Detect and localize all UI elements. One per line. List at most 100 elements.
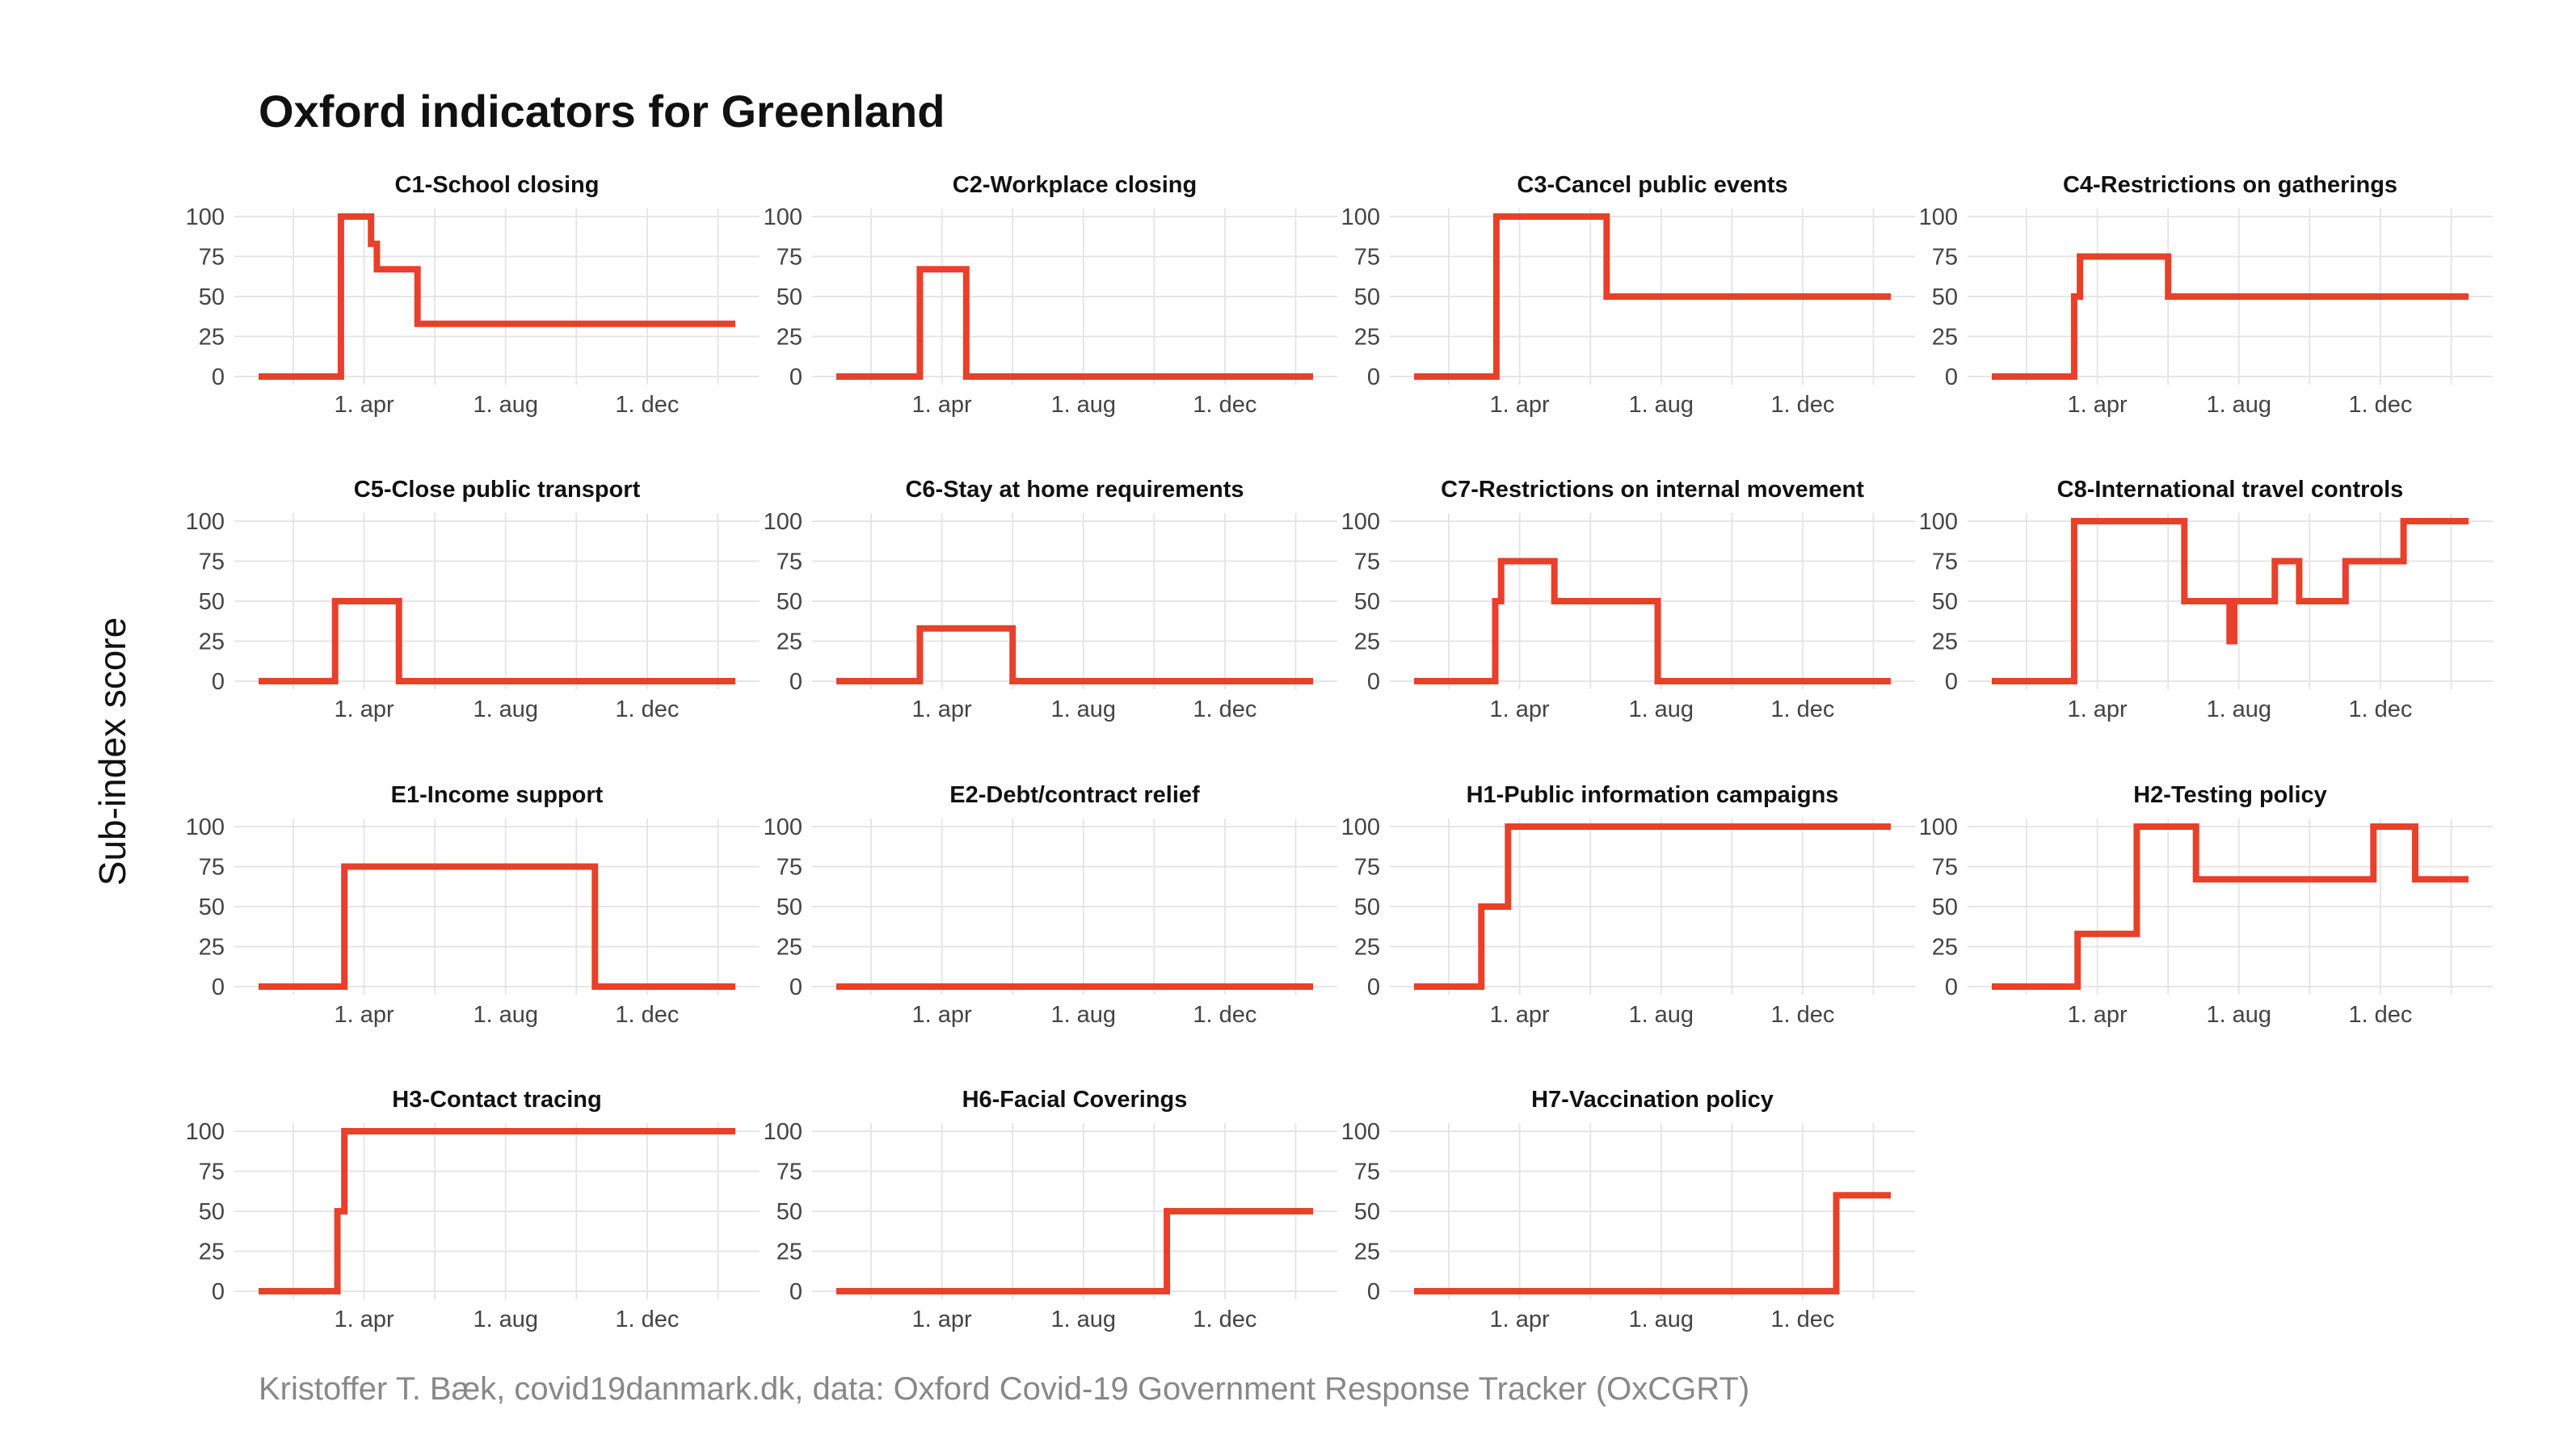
y-tick-label: 100 xyxy=(764,1119,802,1145)
panel-title: C3-Cancel public events xyxy=(1517,172,1787,198)
x-tick-label: 1. aug xyxy=(1628,1002,1694,1028)
x-tick-label: 1. dec xyxy=(1770,1002,1834,1028)
x-tick-label: 1. aug xyxy=(473,1002,538,1028)
panel: 0 25 50 75 100 1. apr 1. aug 1. dec H2-Testing p… xyxy=(1919,782,2493,1028)
panel-title: C4-Restrictions on gatherings xyxy=(2063,172,2397,198)
x-tick-label: 1. aug xyxy=(1628,1307,1694,1332)
y-tick-label: 25 xyxy=(1354,1239,1380,1265)
x-tick-label: 1. apr xyxy=(335,1002,394,1028)
x-tick-label: 1. aug xyxy=(1628,392,1694,418)
y-tick-label: 0 xyxy=(212,669,225,695)
y-tick-label: 25 xyxy=(199,935,225,961)
y-tick-label: 50 xyxy=(1354,1199,1380,1225)
panel-title: H6-Facial Coverings xyxy=(962,1087,1188,1113)
x-tick-label: 1. dec xyxy=(615,392,679,418)
x-tick-label: 1. aug xyxy=(1050,697,1116,722)
panel-title: C5-Close public transport xyxy=(354,477,641,503)
series-line xyxy=(836,1208,1313,1294)
y-tick-label: 25 xyxy=(777,325,802,351)
panel: 0 25 50 75 100 1. apr 1. aug 1. dec H7-Vaccinati… xyxy=(1341,1087,1915,1332)
panel-title: C8-International travel controls xyxy=(2057,477,2404,503)
panel-title: C7-Restrictions on internal movement xyxy=(1441,477,1864,503)
y-tick-label: 0 xyxy=(1367,364,1380,390)
x-tick-label: 1. aug xyxy=(1050,1307,1116,1332)
y-tick-label: 50 xyxy=(199,1199,225,1225)
panel-title: C2-Workplace closing xyxy=(953,172,1197,198)
series-line xyxy=(259,213,735,380)
x-tick-label: 1. aug xyxy=(1050,392,1116,418)
series-line xyxy=(836,266,1313,380)
panel: 0 25 50 75 100 1. apr 1. aug 1. dec C4-Restricti… xyxy=(1919,172,2493,418)
x-tick-label: 1. dec xyxy=(615,697,679,722)
series-line xyxy=(1414,213,1891,380)
series-line xyxy=(259,863,735,990)
series-line xyxy=(259,1128,735,1294)
x-tick-label: 1. dec xyxy=(1770,1307,1834,1332)
y-tick-label: 50 xyxy=(1354,894,1380,920)
x-tick-label: 1. apr xyxy=(1490,697,1550,722)
x-tick-label: 1. aug xyxy=(473,697,538,722)
x-tick-label: 1. apr xyxy=(1490,392,1550,418)
y-tick-label: 75 xyxy=(199,245,225,271)
x-tick-label: 1. apr xyxy=(1490,1307,1550,1332)
y-tick-label: 100 xyxy=(186,814,225,840)
x-tick-label: 1. aug xyxy=(473,392,538,418)
x-tick-label: 1. dec xyxy=(615,1002,679,1028)
x-tick-label: 1. dec xyxy=(1770,392,1834,418)
series-line xyxy=(1992,823,2469,990)
y-tick-label: 75 xyxy=(777,245,802,271)
panel-title: E1-Income support xyxy=(391,782,604,808)
y-tick-label: 100 xyxy=(1341,509,1380,535)
x-tick-label: 1. apr xyxy=(912,697,972,722)
y-tick-label: 25 xyxy=(199,1239,225,1265)
x-tick-label: 1. apr xyxy=(2068,697,2128,722)
x-tick-label: 1. aug xyxy=(1050,1002,1116,1028)
x-tick-label: 1. apr xyxy=(335,392,394,418)
x-tick-label: 1. dec xyxy=(615,1307,679,1332)
y-tick-label: 100 xyxy=(764,204,802,230)
y-tick-label: 0 xyxy=(212,974,225,1000)
panel-title: C6-Stay at home requirements xyxy=(905,477,1244,503)
y-tick-label: 50 xyxy=(199,284,225,310)
x-tick-label: 1. aug xyxy=(473,1307,538,1332)
panel: 0 25 50 75 100 1. apr 1. aug 1. dec H1-Public in… xyxy=(1341,782,1915,1028)
chart-title: Oxford indicators for Greenland xyxy=(259,86,945,137)
y-tick-label: 75 xyxy=(199,549,225,575)
x-tick-label: 1. aug xyxy=(2206,1002,2271,1028)
x-tick-label: 1. dec xyxy=(1193,1002,1256,1028)
y-tick-label: 50 xyxy=(777,589,802,615)
x-tick-label: 1. aug xyxy=(1628,697,1694,722)
y-tick-label: 100 xyxy=(1919,509,1958,535)
y-tick-label: 0 xyxy=(1367,669,1380,695)
series-line xyxy=(836,625,1313,684)
y-tick-label: 50 xyxy=(199,589,225,615)
x-tick-label: 1. apr xyxy=(1490,1002,1550,1028)
panel: 0 25 50 75 100 1. apr 1. aug 1. dec E1-Income su… xyxy=(186,782,760,1028)
y-tick-label: 50 xyxy=(777,1199,802,1225)
y-tick-label: 0 xyxy=(789,1279,802,1305)
x-tick-label: 1. aug xyxy=(2206,697,2271,722)
y-tick-label: 50 xyxy=(1932,589,1958,615)
caption: Kristoffer T. Bæk, covid19danmark.dk, da… xyxy=(259,1371,1749,1407)
y-tick-label: 75 xyxy=(1354,855,1380,881)
facet-panels: 0 25 50 75 100 1. apr 1. aug 1. dec C1-School cl… xyxy=(186,172,2493,1332)
y-tick-label: 100 xyxy=(1919,204,1958,230)
x-tick-label: 1. apr xyxy=(912,1002,972,1028)
panel: 0 25 50 75 100 1. apr 1. aug 1. dec C6-Stay at h… xyxy=(764,477,1337,722)
x-tick-label: 1. apr xyxy=(335,1307,394,1332)
y-tick-label: 0 xyxy=(1945,974,1958,1000)
panel-title: H3-Contact tracing xyxy=(392,1087,601,1113)
y-axis-label: Sub-index score xyxy=(91,617,133,886)
y-tick-label: 0 xyxy=(212,364,225,390)
y-tick-label: 25 xyxy=(1354,325,1380,351)
panel: 0 25 50 75 100 1. apr 1. aug 1. dec E2-Debt/cont… xyxy=(764,782,1337,1028)
panel: 0 25 50 75 100 1. apr 1. aug 1. dec C3-Cancel pu… xyxy=(1341,172,1915,418)
x-tick-label: 1. apr xyxy=(912,1307,972,1332)
panel-title: H2-Testing policy xyxy=(2133,782,2327,808)
y-tick-label: 0 xyxy=(212,1279,225,1305)
series-line xyxy=(1414,558,1891,684)
y-tick-label: 75 xyxy=(1932,245,1958,271)
panel-title: E2-Debt/contract relief xyxy=(949,782,1200,808)
x-tick-label: 1. dec xyxy=(2348,697,2412,722)
